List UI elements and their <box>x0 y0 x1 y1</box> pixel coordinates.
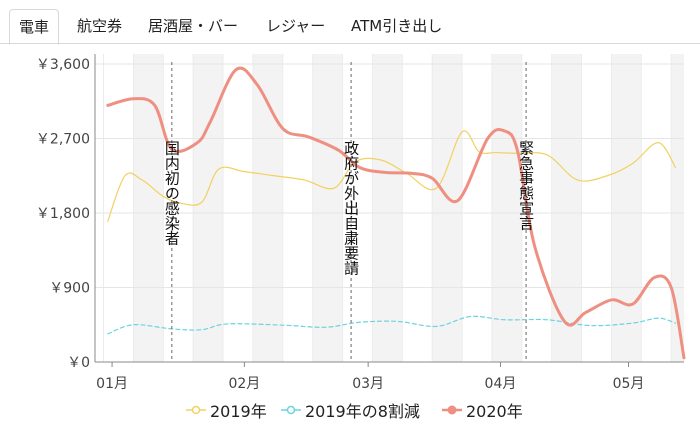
x-tick-label: 05月 <box>613 376 645 390</box>
legend-label-2019: 2019年 <box>210 402 267 421</box>
y-tick-label: ￥3,600 <box>36 57 90 73</box>
legend-label-2020: 2020年 <box>466 402 523 421</box>
y-tick-label: ￥1,800 <box>36 206 90 222</box>
tab-izakaya-bar[interactable]: 居酒屋・バー <box>148 17 239 35</box>
y-tick-label: ￥2,700 <box>36 132 90 148</box>
y-tick-label: ￥900 <box>49 281 90 297</box>
train-spending-chart: ￥3,600 ￥2,700 ￥1,800 ￥900 ￥0 01月 02月 03月 04月 05月 国… <box>36 54 686 390</box>
x-tick-label: 04月 <box>485 376 517 390</box>
week-band <box>671 54 684 362</box>
tab-atm-withdrawal[interactable]: ATM引き出し <box>351 17 443 35</box>
legend-item-2020: 2020年 <box>441 398 523 422</box>
legend-item-2019: 2019年 <box>185 398 267 422</box>
series-line-2019-80pct-reduction <box>107 315 677 335</box>
event-label: 政府が外出自粛要請 <box>342 141 360 276</box>
x-tick-label: 03月 <box>352 376 384 390</box>
x-tick-label: 02月 <box>228 376 260 390</box>
week-band <box>133 54 164 362</box>
tab-bar-underline <box>0 43 700 44</box>
tab-airline-tickets[interactable]: 航空券 <box>77 17 123 35</box>
chart-legend: 2019年 2019年の8割減 2020年 <box>0 398 700 422</box>
legend-item-2019-80: 2019年の8割減 <box>280 398 420 422</box>
legend-swatch-2019 <box>186 405 206 415</box>
week-band <box>432 54 463 362</box>
week-band <box>551 54 582 362</box>
legend-label-2019-80: 2019年の8割減 <box>305 402 420 421</box>
event-label: 緊急事態宣言 <box>517 141 535 231</box>
y-tick-label: ￥0 <box>67 355 90 371</box>
series-line-2020 <box>106 66 686 360</box>
tab-bar: 電車 航空券 居酒屋・バー レジャー ATM引き出し <box>0 0 700 45</box>
tab-leisure[interactable]: レジャー <box>266 17 326 35</box>
event-label: 国内初の感染者 <box>163 141 181 246</box>
legend-swatch-2019-80 <box>281 405 301 415</box>
week-band <box>491 54 522 362</box>
week-band <box>372 54 403 362</box>
week-band <box>611 54 642 362</box>
x-tick-label: 01月 <box>96 376 128 390</box>
legend-swatch-2020 <box>442 405 462 415</box>
tab-train[interactable]: 電車 <box>9 9 60 45</box>
series-line-2019 <box>107 130 677 222</box>
week-band <box>312 54 343 362</box>
